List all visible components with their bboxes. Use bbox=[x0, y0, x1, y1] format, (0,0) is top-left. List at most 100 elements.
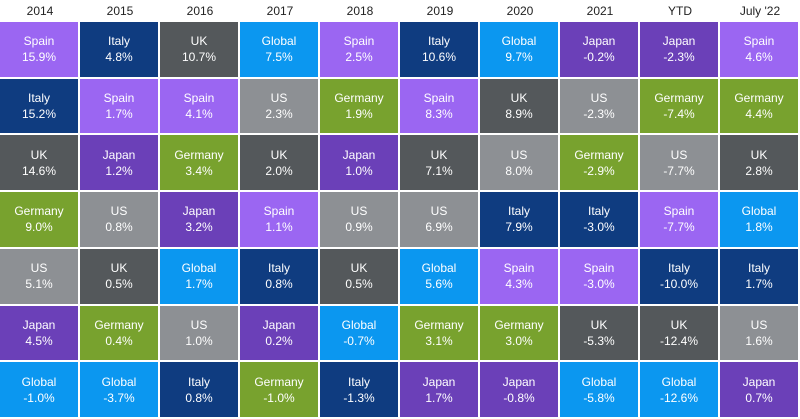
cell: Japan 1.0% bbox=[320, 135, 398, 191]
cell: UK 0.5% bbox=[80, 248, 158, 304]
return-value: 8.3% bbox=[425, 107, 453, 122]
country-name: Germany bbox=[14, 204, 64, 219]
country-name: US bbox=[670, 147, 688, 162]
return-value: 0.2% bbox=[265, 333, 293, 348]
return-value: 0.8% bbox=[105, 220, 133, 235]
cell: US -7.7% bbox=[640, 135, 718, 191]
cell: Spain 1.7% bbox=[80, 78, 158, 134]
cell: Italy 4.8% bbox=[80, 22, 158, 77]
return-value: -10.0% bbox=[659, 277, 699, 292]
return-value: 5.6% bbox=[425, 277, 453, 292]
column-header: 2018 bbox=[346, 4, 374, 18]
cell: Japan 1.7% bbox=[400, 362, 478, 417]
country-name: UK bbox=[510, 91, 528, 106]
cell: Germany 3.4% bbox=[160, 135, 238, 191]
cell: Spain -3.0% bbox=[560, 248, 638, 304]
cell: Japan 3.2% bbox=[160, 192, 238, 247]
cell: UK -5.3% bbox=[560, 305, 638, 361]
cell: Italy 15.2% bbox=[0, 78, 78, 134]
country-name: Italy bbox=[747, 261, 770, 276]
column-header: 2019 bbox=[426, 4, 454, 18]
cell: Germany 3.0% bbox=[480, 305, 558, 361]
country-name: Japan bbox=[102, 147, 136, 162]
cell: UK 10.7% bbox=[160, 22, 238, 77]
return-value: 15.2% bbox=[21, 107, 57, 122]
column-header: 2015 bbox=[106, 4, 134, 18]
return-value: 3.2% bbox=[185, 220, 213, 235]
cell: Japan -2.3% bbox=[640, 22, 718, 77]
return-value: 7.5% bbox=[265, 50, 293, 65]
cell: Japan -0.8% bbox=[480, 362, 558, 417]
return-value: -5.3% bbox=[583, 333, 615, 348]
column-header: July '22 bbox=[739, 4, 781, 18]
cell: Global -3.7% bbox=[80, 362, 158, 417]
return-value: 1.7% bbox=[425, 390, 453, 405]
country-name: Japan bbox=[342, 147, 376, 162]
return-value: 0.4% bbox=[105, 333, 133, 348]
country-name: UK bbox=[670, 317, 688, 332]
country-name: UK bbox=[270, 147, 288, 162]
cell: Global 5.6% bbox=[400, 248, 478, 304]
return-value: 4.6% bbox=[745, 50, 773, 65]
return-value: 7.9% bbox=[505, 220, 533, 235]
cell: US 1.6% bbox=[720, 305, 798, 361]
cell: Spain 4.3% bbox=[480, 248, 558, 304]
return-value: 2.8% bbox=[745, 163, 773, 178]
return-value: -2.9% bbox=[583, 163, 615, 178]
return-value: 9.0% bbox=[25, 220, 53, 235]
cell: US 0.9% bbox=[320, 192, 398, 247]
return-value: 3.0% bbox=[505, 333, 533, 348]
cell: US 5.1% bbox=[0, 248, 78, 304]
return-value: -7.7% bbox=[663, 163, 695, 178]
return-value: 3.1% bbox=[425, 333, 453, 348]
return-value: 15.9% bbox=[21, 50, 57, 65]
cell: Japan 1.2% bbox=[80, 135, 158, 191]
return-value: -5.8% bbox=[583, 390, 615, 405]
return-value: 7.1% bbox=[425, 163, 453, 178]
country-name: Japan bbox=[502, 374, 536, 389]
cell: Japan 4.5% bbox=[0, 305, 78, 361]
return-value: 1.0% bbox=[345, 163, 373, 178]
column-header: YTD bbox=[668, 4, 692, 18]
cell: UK 0.5% bbox=[320, 248, 398, 304]
country-name: US bbox=[350, 204, 368, 219]
return-value: -2.3% bbox=[663, 50, 695, 65]
return-value: 9.7% bbox=[505, 50, 533, 65]
cell: UK 2.8% bbox=[720, 135, 798, 191]
cell: Spain 4.6% bbox=[720, 22, 798, 77]
cell: US -2.3% bbox=[560, 78, 638, 134]
cell: Spain 15.9% bbox=[0, 22, 78, 77]
cell: Spain -7.7% bbox=[640, 192, 718, 247]
cell: Global -1.0% bbox=[0, 362, 78, 417]
country-name: Spain bbox=[103, 91, 135, 106]
cell: Italy 10.6% bbox=[400, 22, 478, 77]
country-name: Japan bbox=[182, 204, 216, 219]
return-value: 0.9% bbox=[345, 220, 373, 235]
return-value: 0.8% bbox=[185, 390, 213, 405]
country-name: Italy bbox=[27, 91, 50, 106]
return-value: 1.7% bbox=[745, 277, 773, 292]
country-name: Global bbox=[661, 374, 697, 389]
cell: Global 9.7% bbox=[480, 22, 558, 77]
cell: US 2.3% bbox=[240, 78, 318, 134]
return-value: 2.3% bbox=[265, 107, 293, 122]
cell: Global 1.8% bbox=[720, 192, 798, 247]
return-value: 4.3% bbox=[505, 277, 533, 292]
column-header: 2021 bbox=[586, 4, 614, 18]
country-name: Global bbox=[21, 374, 57, 389]
country-name: Germany bbox=[414, 317, 464, 332]
country-name: Global bbox=[181, 261, 217, 276]
country-name: US bbox=[30, 261, 48, 276]
country-name: Spain bbox=[503, 261, 535, 276]
return-value: -1.0% bbox=[263, 390, 295, 405]
country-name: Italy bbox=[427, 34, 450, 49]
country-name: US bbox=[110, 204, 128, 219]
country-name: Spain bbox=[583, 261, 615, 276]
return-value: 14.6% bbox=[21, 163, 57, 178]
return-value: 0.5% bbox=[345, 277, 373, 292]
return-value: -7.7% bbox=[663, 220, 695, 235]
country-name: UK bbox=[750, 147, 768, 162]
return-value: 1.2% bbox=[105, 163, 133, 178]
cell: UK 7.1% bbox=[400, 135, 478, 191]
